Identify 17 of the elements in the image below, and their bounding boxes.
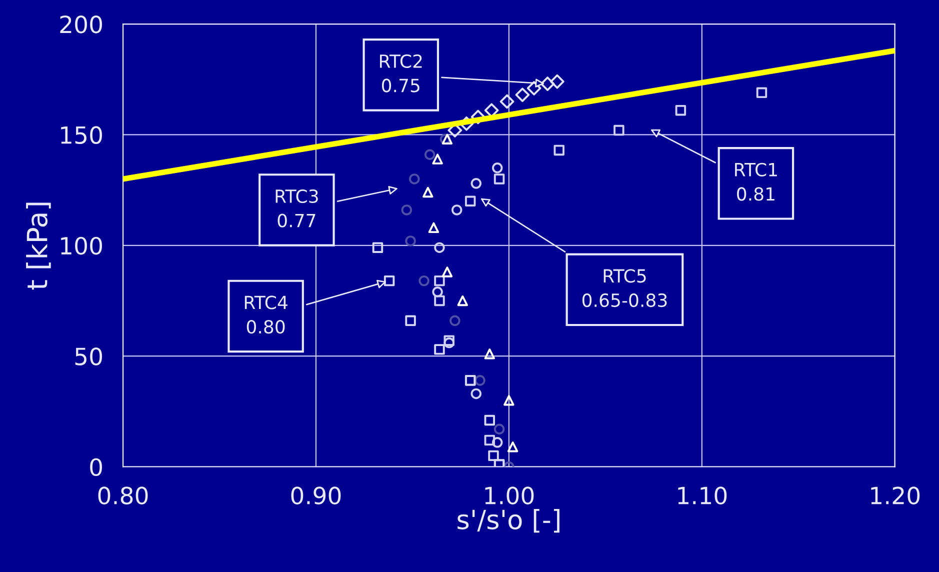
x-tick-label: 1.20 bbox=[871, 486, 920, 504]
x-tick-label: 1.10 bbox=[678, 486, 727, 504]
annotation: RTC1 0.81 bbox=[735, 162, 777, 201]
annotation: RTC2 0.75 bbox=[380, 54, 422, 92]
x-tick-label: 1.00 bbox=[485, 486, 534, 504]
y-tick-label: 200 bbox=[60, 15, 102, 34]
y-axis-title: t [kPa] bbox=[26, 202, 51, 290]
y-tick-label: 150 bbox=[61, 126, 102, 144]
y-tick-label: 50 bbox=[75, 348, 102, 366]
annotation: RTC4 0.80 bbox=[244, 296, 288, 334]
y-tick-label: 0 bbox=[90, 458, 102, 476]
annotation: RTC5 0.65-0.83 bbox=[582, 269, 667, 308]
x-tick-label: 0.80 bbox=[98, 486, 148, 504]
y-tick-label: 100 bbox=[61, 236, 102, 255]
x-axis-title: s'/s'o [-] bbox=[458, 509, 560, 533]
annotation: RTC3 0.77 bbox=[276, 189, 318, 228]
x-tick-label: 0.90 bbox=[291, 486, 341, 504]
